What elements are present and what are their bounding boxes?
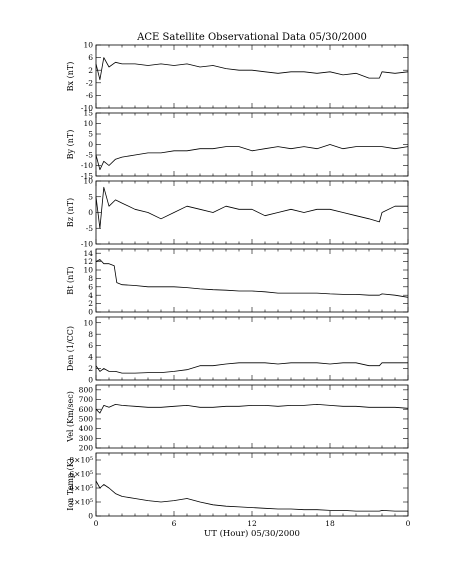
- y-tick-label: 12: [83, 257, 93, 266]
- panel-frame: [95, 248, 409, 313]
- y-tick-label: 700: [79, 395, 94, 404]
- y-tick-label: 8: [88, 274, 93, 283]
- y-tick-label: -10: [81, 104, 93, 113]
- y-tick-label: 10: [83, 318, 93, 327]
- series-line: [95, 57, 409, 81]
- y-tick-label: -2: [86, 78, 94, 87]
- y-axis-label: Den (1/CC): [66, 326, 75, 371]
- y-tick-label: 10: [83, 177, 93, 186]
- y-axis-label: By (nT): [66, 130, 75, 160]
- panel-frame: [95, 180, 409, 245]
- panel-0: 10 6 2 -2 -6 -10 Bx (nT): [66, 41, 409, 113]
- y-tick-label: 15: [83, 109, 93, 118]
- y-tick-label: 6: [88, 282, 93, 291]
- y-tick-label: 600: [79, 405, 94, 414]
- y-tick-label: 6: [88, 53, 93, 62]
- y-tick-label: 2×10⁵: [69, 498, 93, 507]
- y-tick-label: 10: [83, 119, 93, 128]
- y-tick-label: 8×10⁵: [69, 456, 93, 465]
- y-tick-label: 800: [79, 385, 94, 394]
- series-line: [95, 144, 409, 171]
- x-tick-label: 0: [406, 519, 411, 528]
- y-tick-label: 5: [88, 192, 93, 201]
- x-axis-title: UT (Hour) 05/30/2000: [204, 528, 300, 539]
- y-tick-label: 10: [83, 266, 93, 275]
- y-tick-label: 6×10⁵: [69, 470, 93, 479]
- panel-6: 8×10⁵ 6×10⁵ 4×10⁵ 2×10⁵ 0 Ion Temp (K): [66, 452, 409, 521]
- x-tick-label: 0: [94, 519, 99, 528]
- panel-2: 10 5 0 -5 -10 Bz (nT): [66, 177, 409, 249]
- panel-4: 10 8 6 4 2 0 Den (1/CC): [66, 316, 409, 385]
- y-tick-label: 0: [88, 512, 93, 521]
- series-line: [95, 480, 408, 512]
- panel-frame: [95, 316, 409, 381]
- y-tick-label: 4×10⁵: [69, 484, 93, 493]
- y-tick-label: -5: [86, 151, 94, 160]
- y-tick-label: 5: [88, 130, 93, 139]
- y-tick-label: -5: [86, 224, 94, 233]
- y-tick-label: 500: [79, 415, 94, 424]
- y-tick-label: 2: [88, 364, 93, 373]
- y-tick-label: 200: [79, 444, 94, 453]
- y-axis-label: Bt (nT): [66, 266, 75, 294]
- figure-title: ACE Satellite Observational Data 05/30/2…: [136, 32, 367, 43]
- y-tick-label: 14: [83, 249, 93, 258]
- y-axis-label: Bx (nT): [66, 62, 75, 92]
- y-tick-label: -6: [86, 91, 94, 100]
- series-line: [95, 259, 409, 298]
- y-tick-label: -10: [81, 240, 93, 249]
- y-tick-label: 0: [88, 208, 93, 217]
- y-tick-label: 4: [88, 291, 93, 300]
- y-tick-label: 400: [79, 424, 94, 433]
- series-line: [95, 403, 409, 414]
- y-tick-label: 0: [88, 140, 93, 149]
- x-tick-label: 12: [247, 519, 257, 528]
- y-tick-label: 10: [83, 41, 93, 50]
- y-tick-label: 8: [88, 330, 93, 339]
- x-tick-label: 18: [325, 519, 335, 528]
- y-tick-label: 0: [88, 376, 93, 385]
- y-axis-label: Bz (nT): [66, 198, 75, 227]
- series-line: [95, 362, 408, 374]
- y-tick-label: -15: [81, 172, 93, 181]
- x-tick-label: 6: [172, 519, 177, 528]
- y-axis-label: Ion Temp (K): [66, 458, 75, 511]
- y-tick-label: 300: [79, 434, 94, 443]
- y-tick-label: 0: [88, 308, 93, 317]
- y-tick-label: 4: [88, 353, 93, 362]
- y-tick-label: 2: [88, 299, 93, 308]
- y-tick-label: 6: [88, 341, 93, 350]
- panel-frame: [95, 112, 409, 177]
- panel-frame: [95, 44, 409, 109]
- series-line: [95, 186, 408, 229]
- y-tick-label: -10: [81, 161, 93, 170]
- panel-frame: [95, 452, 409, 517]
- panel-frame: [95, 384, 409, 449]
- y-axis-label: Vel (Km/sec): [66, 391, 75, 443]
- y-tick-label: 2: [88, 66, 93, 75]
